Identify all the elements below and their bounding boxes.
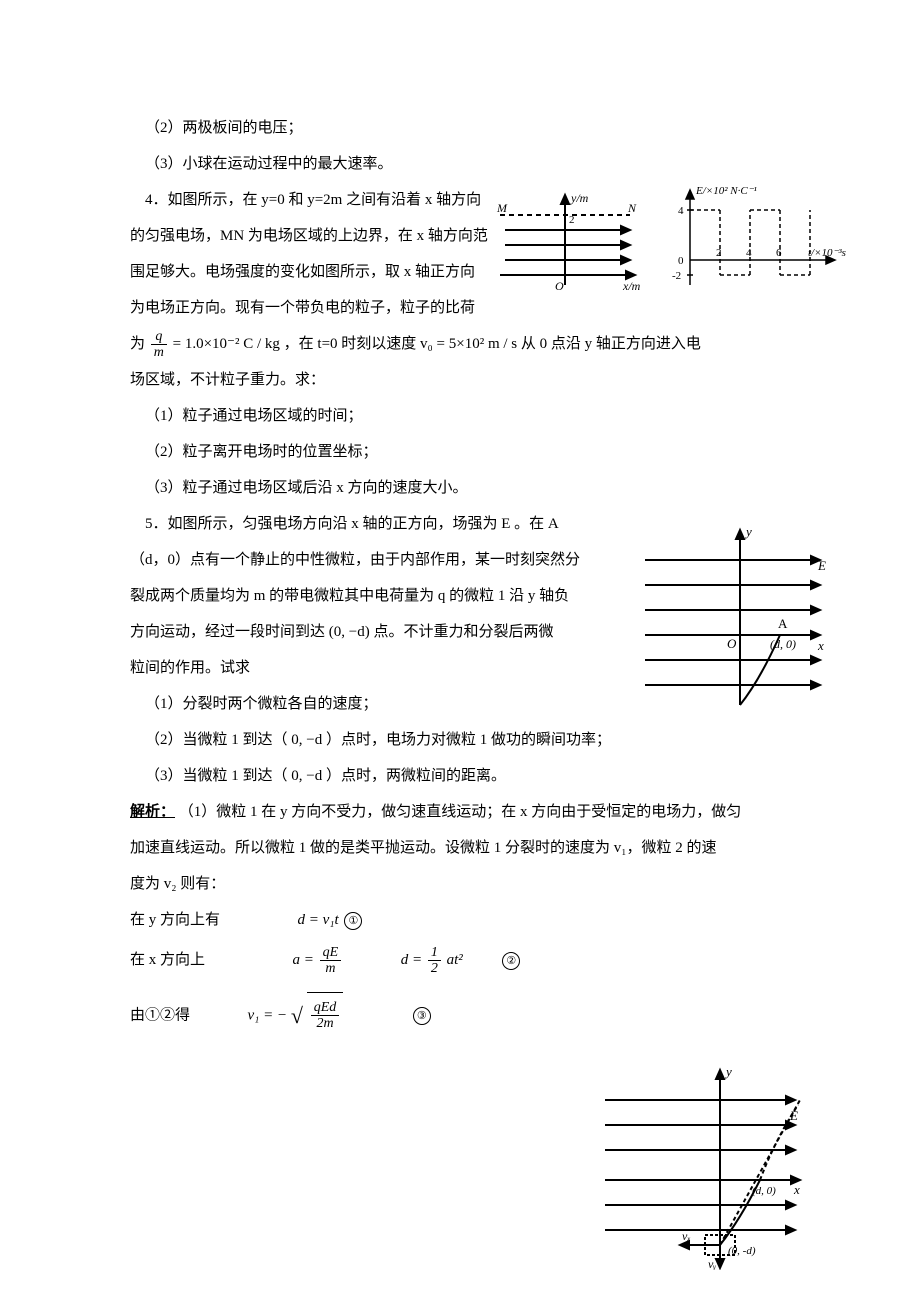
solf-y: y bbox=[724, 1064, 732, 1079]
page: （2）两极板间的电压； （3）小球在运动过程中的最大速率。 4．如图所示，在 y… bbox=[0, 0, 920, 1302]
sol-eq3-line: 由①②得 v₁ = − qEd 2m ③ bbox=[130, 983, 820, 1049]
p4fl-ylabel: y/m bbox=[570, 191, 589, 205]
p4-ratio-val: = 1.0×10⁻² C / kg bbox=[173, 336, 280, 352]
p4fr-ylabel: E/×10² N·C⁻¹ bbox=[695, 185, 757, 197]
p5f-y: y bbox=[744, 524, 752, 539]
sqrt-icon: qEd 2m bbox=[291, 983, 343, 1049]
p4fl-M: M bbox=[496, 201, 508, 215]
p4fr-ym2: -2 bbox=[672, 270, 681, 282]
sol-line3: 度为 v₂ 则有： bbox=[130, 866, 820, 902]
p4-sub1: （1）粒子通过电场区域的时间； bbox=[130, 398, 820, 434]
sol-eq2-line: 在 x 方向上 a = qE m d = 1 2 at² ② bbox=[130, 938, 820, 983]
circled-3: ③ bbox=[413, 1007, 431, 1025]
sol-line2: 加速直线运动。所以微粒 1 做的是类平抛运动。设微粒 1 分裂时的速度为 v₁，… bbox=[130, 830, 820, 866]
sol-eq2b-num: 1 bbox=[428, 945, 441, 961]
p5f-A: A bbox=[778, 616, 788, 631]
sol-eq3-frac: qEd 2m bbox=[311, 1000, 340, 1032]
sol-eq3-den: 2m bbox=[311, 1016, 340, 1031]
sol-line1: 解析： （1）微粒 1 在 y 方向不受力，做匀速直线运动；在 x 方向由于受恒… bbox=[130, 794, 820, 830]
p4fl-N: N bbox=[627, 201, 637, 215]
solf-vx: vₓ bbox=[682, 1229, 691, 1243]
p4fr-xlabel: t/×10⁻³s bbox=[808, 247, 846, 259]
solf-vy: vᵧ bbox=[708, 1257, 716, 1270]
sol-eq2b-frac: 1 2 bbox=[428, 945, 441, 977]
p5-s2a: （2）当微粒 1 到达（ bbox=[145, 732, 288, 748]
p4fr-x4: 4 bbox=[746, 247, 752, 259]
sol-figure: y x E (d, 0) (0, -d) vₓ vᵧ bbox=[590, 1060, 810, 1270]
p4-sub3: （3）粒子通过电场区域后沿 x 方向的速度大小。 bbox=[130, 470, 820, 506]
p4-sub2: （2）粒子离开电场时的位置坐标； bbox=[130, 434, 820, 470]
p5-sub3: （3）当微粒 1 到达（ 0, −d ）点时，两微粒间的距离。 bbox=[130, 758, 820, 794]
p5-s3a: （3）当微粒 1 到达（ bbox=[145, 768, 288, 784]
p4fl-O: O bbox=[555, 279, 564, 293]
sol-eq2b-tail: at² bbox=[447, 952, 463, 968]
sol-l3a: 由①②得 bbox=[130, 1007, 190, 1023]
p4fr-x2: 2 bbox=[716, 247, 722, 259]
circled-1: ① bbox=[344, 912, 362, 930]
p5-s2c: ）点时，电场力对微粒 1 做功的瞬间功率； bbox=[326, 732, 611, 748]
p4-line5: 为 q m = 1.0×10⁻² C / kg ，在 t=0 时刻以速度 v₀ … bbox=[130, 326, 820, 362]
sol-eq3-lhs: v₁ = − bbox=[248, 1007, 288, 1023]
solf-x: x bbox=[793, 1182, 800, 1197]
sol-eq2b-den: 2 bbox=[428, 961, 441, 976]
p4-figure-right: E/×10² N·C⁻¹ t/×10⁻³s 4 0 -2 2 4 6 bbox=[660, 180, 860, 300]
q2-text: （2）两极板间的电压； bbox=[130, 110, 820, 146]
p5-s2b: 0, −d bbox=[291, 732, 322, 748]
sol-l2a: 在 x 方向上 bbox=[130, 952, 205, 968]
p5-pt1: (0, −d) bbox=[329, 624, 370, 640]
p4-l5c: 从 0 点沿 y 轴正方向进入电 bbox=[521, 336, 701, 352]
sol-s1: （1）微粒 1 在 y 方向不受力，做匀速直线运动；在 x 方向由于受恒定的电场… bbox=[179, 804, 742, 820]
p5f-x: x bbox=[817, 638, 824, 653]
p4-l5b: ，在 t=0 时刻以速度 bbox=[284, 336, 420, 352]
sol-eq2a-num: qE bbox=[320, 945, 342, 961]
p4fl-xlabel: x/m bbox=[622, 279, 641, 293]
p4fl-2: 2 bbox=[569, 214, 575, 226]
p4-line6: 场区域，不计粒子重力。求： bbox=[130, 362, 820, 398]
sol-eq2a-den: m bbox=[320, 961, 342, 976]
solf-E: E bbox=[789, 1108, 798, 1123]
p5f-E: E bbox=[817, 558, 826, 573]
sol-eq2a-lhs: a = bbox=[293, 952, 314, 968]
p4fr-x6: 6 bbox=[776, 247, 782, 259]
sol-head: 解析： bbox=[130, 804, 175, 820]
p5f-pt: (d, 0) bbox=[770, 637, 796, 651]
circled-2: ② bbox=[502, 952, 520, 970]
p4fr-y4: 4 bbox=[678, 205, 684, 217]
p4-figure-left: y/m x/m M N O 2 bbox=[485, 190, 645, 300]
p4-ratio-num: q bbox=[151, 329, 167, 345]
sol-eq1: d = v₁t bbox=[298, 912, 339, 928]
solf-pt2: (0, -d) bbox=[728, 1245, 756, 1257]
p4-ratio-den: m bbox=[151, 345, 167, 360]
p5-l4b: 点。不计重力和分裂后两微 bbox=[373, 624, 553, 640]
p4-v0: v₀ = 5×10² m / s bbox=[420, 336, 517, 352]
p5-figure: y x E A (d, 0) O bbox=[630, 520, 830, 720]
p4fr-y0: 0 bbox=[678, 255, 684, 267]
sol-eq2b-lhs: d = bbox=[401, 952, 422, 968]
q3-text: （3）小球在运动过程中的最大速率。 bbox=[130, 146, 820, 182]
p4-ratio: q m bbox=[151, 329, 167, 361]
sol-eq3-num: qEd bbox=[311, 1000, 340, 1016]
p5-s3c: ）点时，两微粒间的距离。 bbox=[326, 768, 506, 784]
p5f-O: O bbox=[727, 636, 737, 651]
sol-l1a: 在 y 方向上有 bbox=[130, 912, 220, 928]
p5-s3b: 0, −d bbox=[291, 768, 322, 784]
solf-pt1: (d, 0) bbox=[752, 1185, 776, 1197]
sol-eq2a-frac: qE m bbox=[320, 945, 342, 977]
p5-l4a: 方向运动，经过一段时间到达 bbox=[130, 624, 329, 640]
sol-eq1-line: 在 y 方向上有 d = v₁t ① bbox=[130, 902, 820, 938]
p4-l5a: 为 bbox=[130, 336, 149, 352]
p5-sub2: （2）当微粒 1 到达（ 0, −d ）点时，电场力对微粒 1 做功的瞬间功率； bbox=[130, 722, 820, 758]
